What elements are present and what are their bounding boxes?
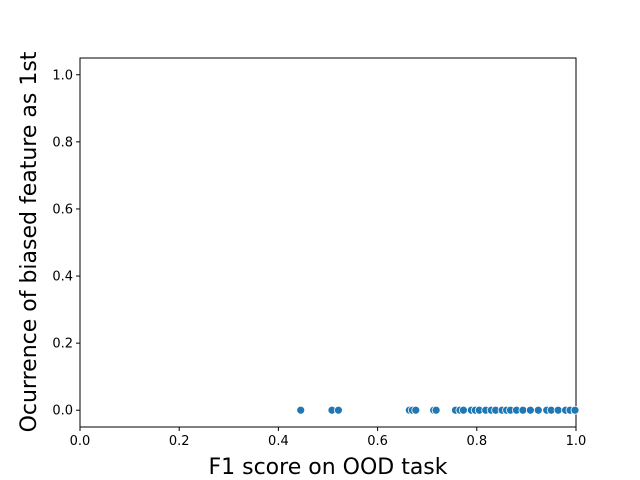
data-points [296, 405, 580, 415]
x-tick-label: 0.4 [268, 434, 289, 449]
y-tick-label: 0.6 [52, 202, 73, 217]
y-axis-title: Ocurrence of biased feature as 1st [17, 51, 42, 432]
y-tick-label: 0.0 [52, 404, 73, 419]
y-axis: 0.0 0.2 0.4 0.6 0.8 1.0 [52, 68, 80, 419]
data-point [459, 405, 468, 415]
y-tick-label: 1.0 [52, 68, 73, 83]
plot-area [79, 57, 577, 428]
data-point [570, 405, 580, 415]
data-point [431, 405, 441, 415]
data-point [411, 405, 421, 415]
data-point [553, 405, 563, 415]
x-tick-label: 0.8 [466, 434, 487, 449]
data-point [518, 405, 528, 415]
data-point [334, 405, 343, 415]
x-axis-title: F1 score on OOD task [208, 455, 447, 480]
x-tick-label: 0.6 [367, 434, 388, 449]
x-tick-label: 1.0 [566, 434, 587, 449]
y-tick-label: 0.8 [52, 135, 73, 150]
data-point [525, 405, 535, 415]
x-axis: 0.0 0.2 0.4 0.6 0.8 1.0 [70, 427, 587, 449]
data-point [296, 405, 306, 415]
y-tick-label: 0.4 [52, 270, 73, 285]
data-point [533, 405, 543, 415]
x-tick-label: 0.0 [70, 434, 91, 449]
y-tick-label: 0.2 [52, 337, 73, 352]
x-tick-label: 0.2 [169, 434, 190, 449]
